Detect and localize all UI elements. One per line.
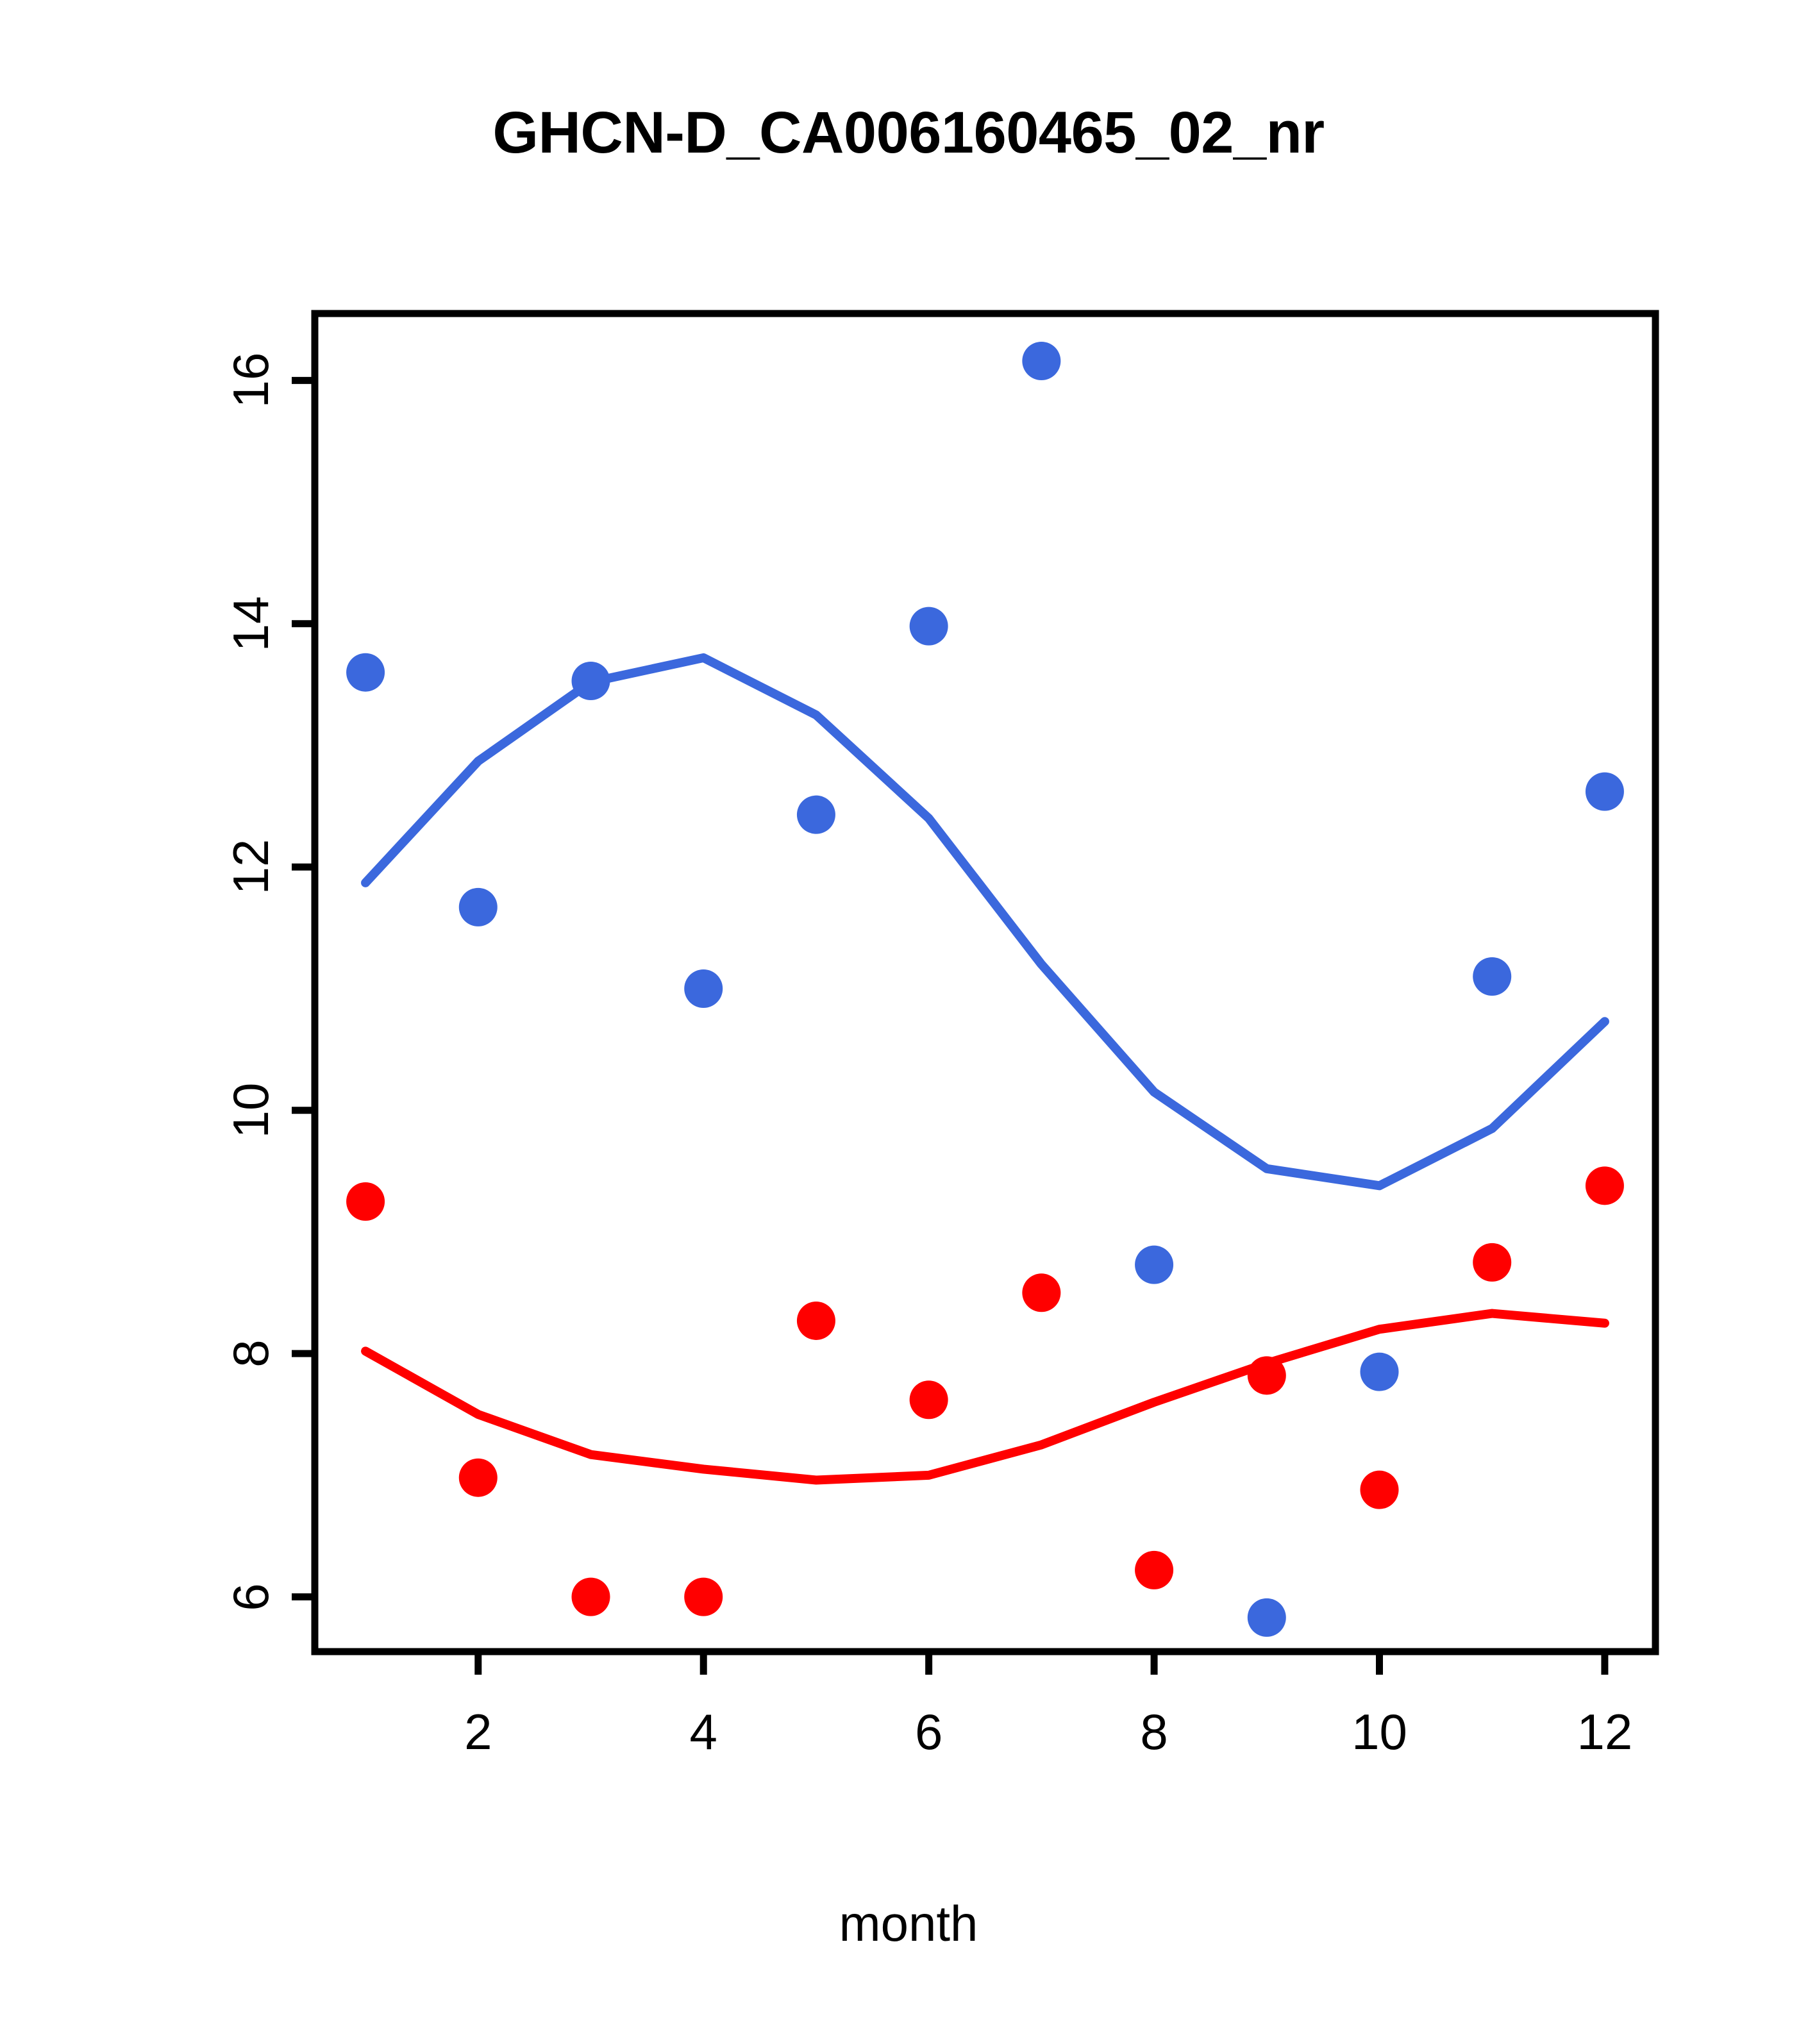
x-tick-label: 8 — [1140, 1704, 1168, 1760]
red-points — [346, 1166, 1624, 1616]
y-tick-label: 8 — [222, 1339, 279, 1368]
red-smooth-line — [361, 1309, 1609, 1485]
blue-smooth-line — [361, 653, 1609, 1191]
axis-frame — [311, 310, 1659, 1655]
y-tick-label: 12 — [222, 839, 279, 895]
x-tick-label: 10 — [1352, 1704, 1407, 1760]
x-tick-label: 2 — [464, 1704, 492, 1760]
blue-points — [346, 341, 1624, 1637]
y-tick-label: 14 — [222, 596, 279, 652]
x-tick-label: 4 — [689, 1704, 717, 1760]
page-title: GHCN-D_CA006160465_02_nr — [492, 100, 1325, 165]
y-tick-label: 6 — [222, 1582, 279, 1611]
x-tick-label: 12 — [1577, 1704, 1633, 1760]
y-tick-label: 10 — [222, 1082, 279, 1139]
y-tick-label: 16 — [222, 352, 279, 408]
x-axis-label: month — [839, 1895, 978, 1952]
x-tick-label: 6 — [914, 1704, 943, 1760]
axis-ticks — [292, 376, 1609, 1675]
